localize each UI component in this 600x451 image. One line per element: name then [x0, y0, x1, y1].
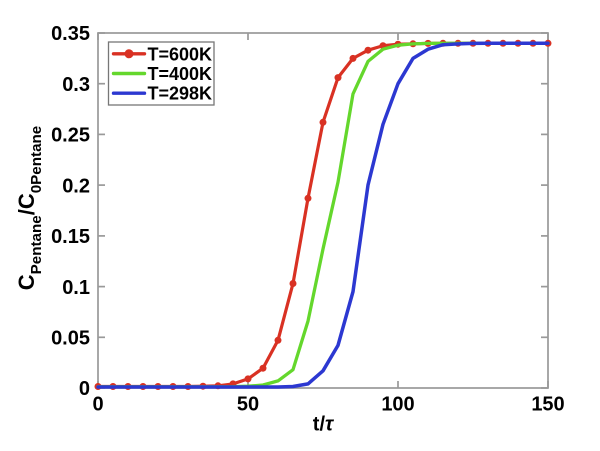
- svg-text:T=600K: T=600K: [148, 44, 213, 64]
- svg-text:100: 100: [381, 394, 414, 416]
- svg-text:T=298K: T=298K: [148, 84, 213, 104]
- svg-text:T=400K: T=400K: [148, 64, 213, 84]
- svg-text:0.05: 0.05: [51, 328, 90, 350]
- svg-text:0.25: 0.25: [51, 125, 90, 147]
- svg-text:0.1: 0.1: [62, 277, 90, 299]
- svg-text:0: 0: [92, 394, 103, 416]
- svg-text:50: 50: [237, 394, 259, 416]
- svg-text:0.15: 0.15: [51, 226, 90, 248]
- svg-text:0.2: 0.2: [62, 175, 90, 197]
- svg-text:0.35: 0.35: [51, 23, 90, 45]
- svg-text:t/τ: t/τ: [313, 414, 335, 436]
- svg-text:0.3: 0.3: [62, 74, 90, 96]
- svg-text:0: 0: [79, 378, 90, 400]
- svg-text:150: 150: [531, 394, 564, 416]
